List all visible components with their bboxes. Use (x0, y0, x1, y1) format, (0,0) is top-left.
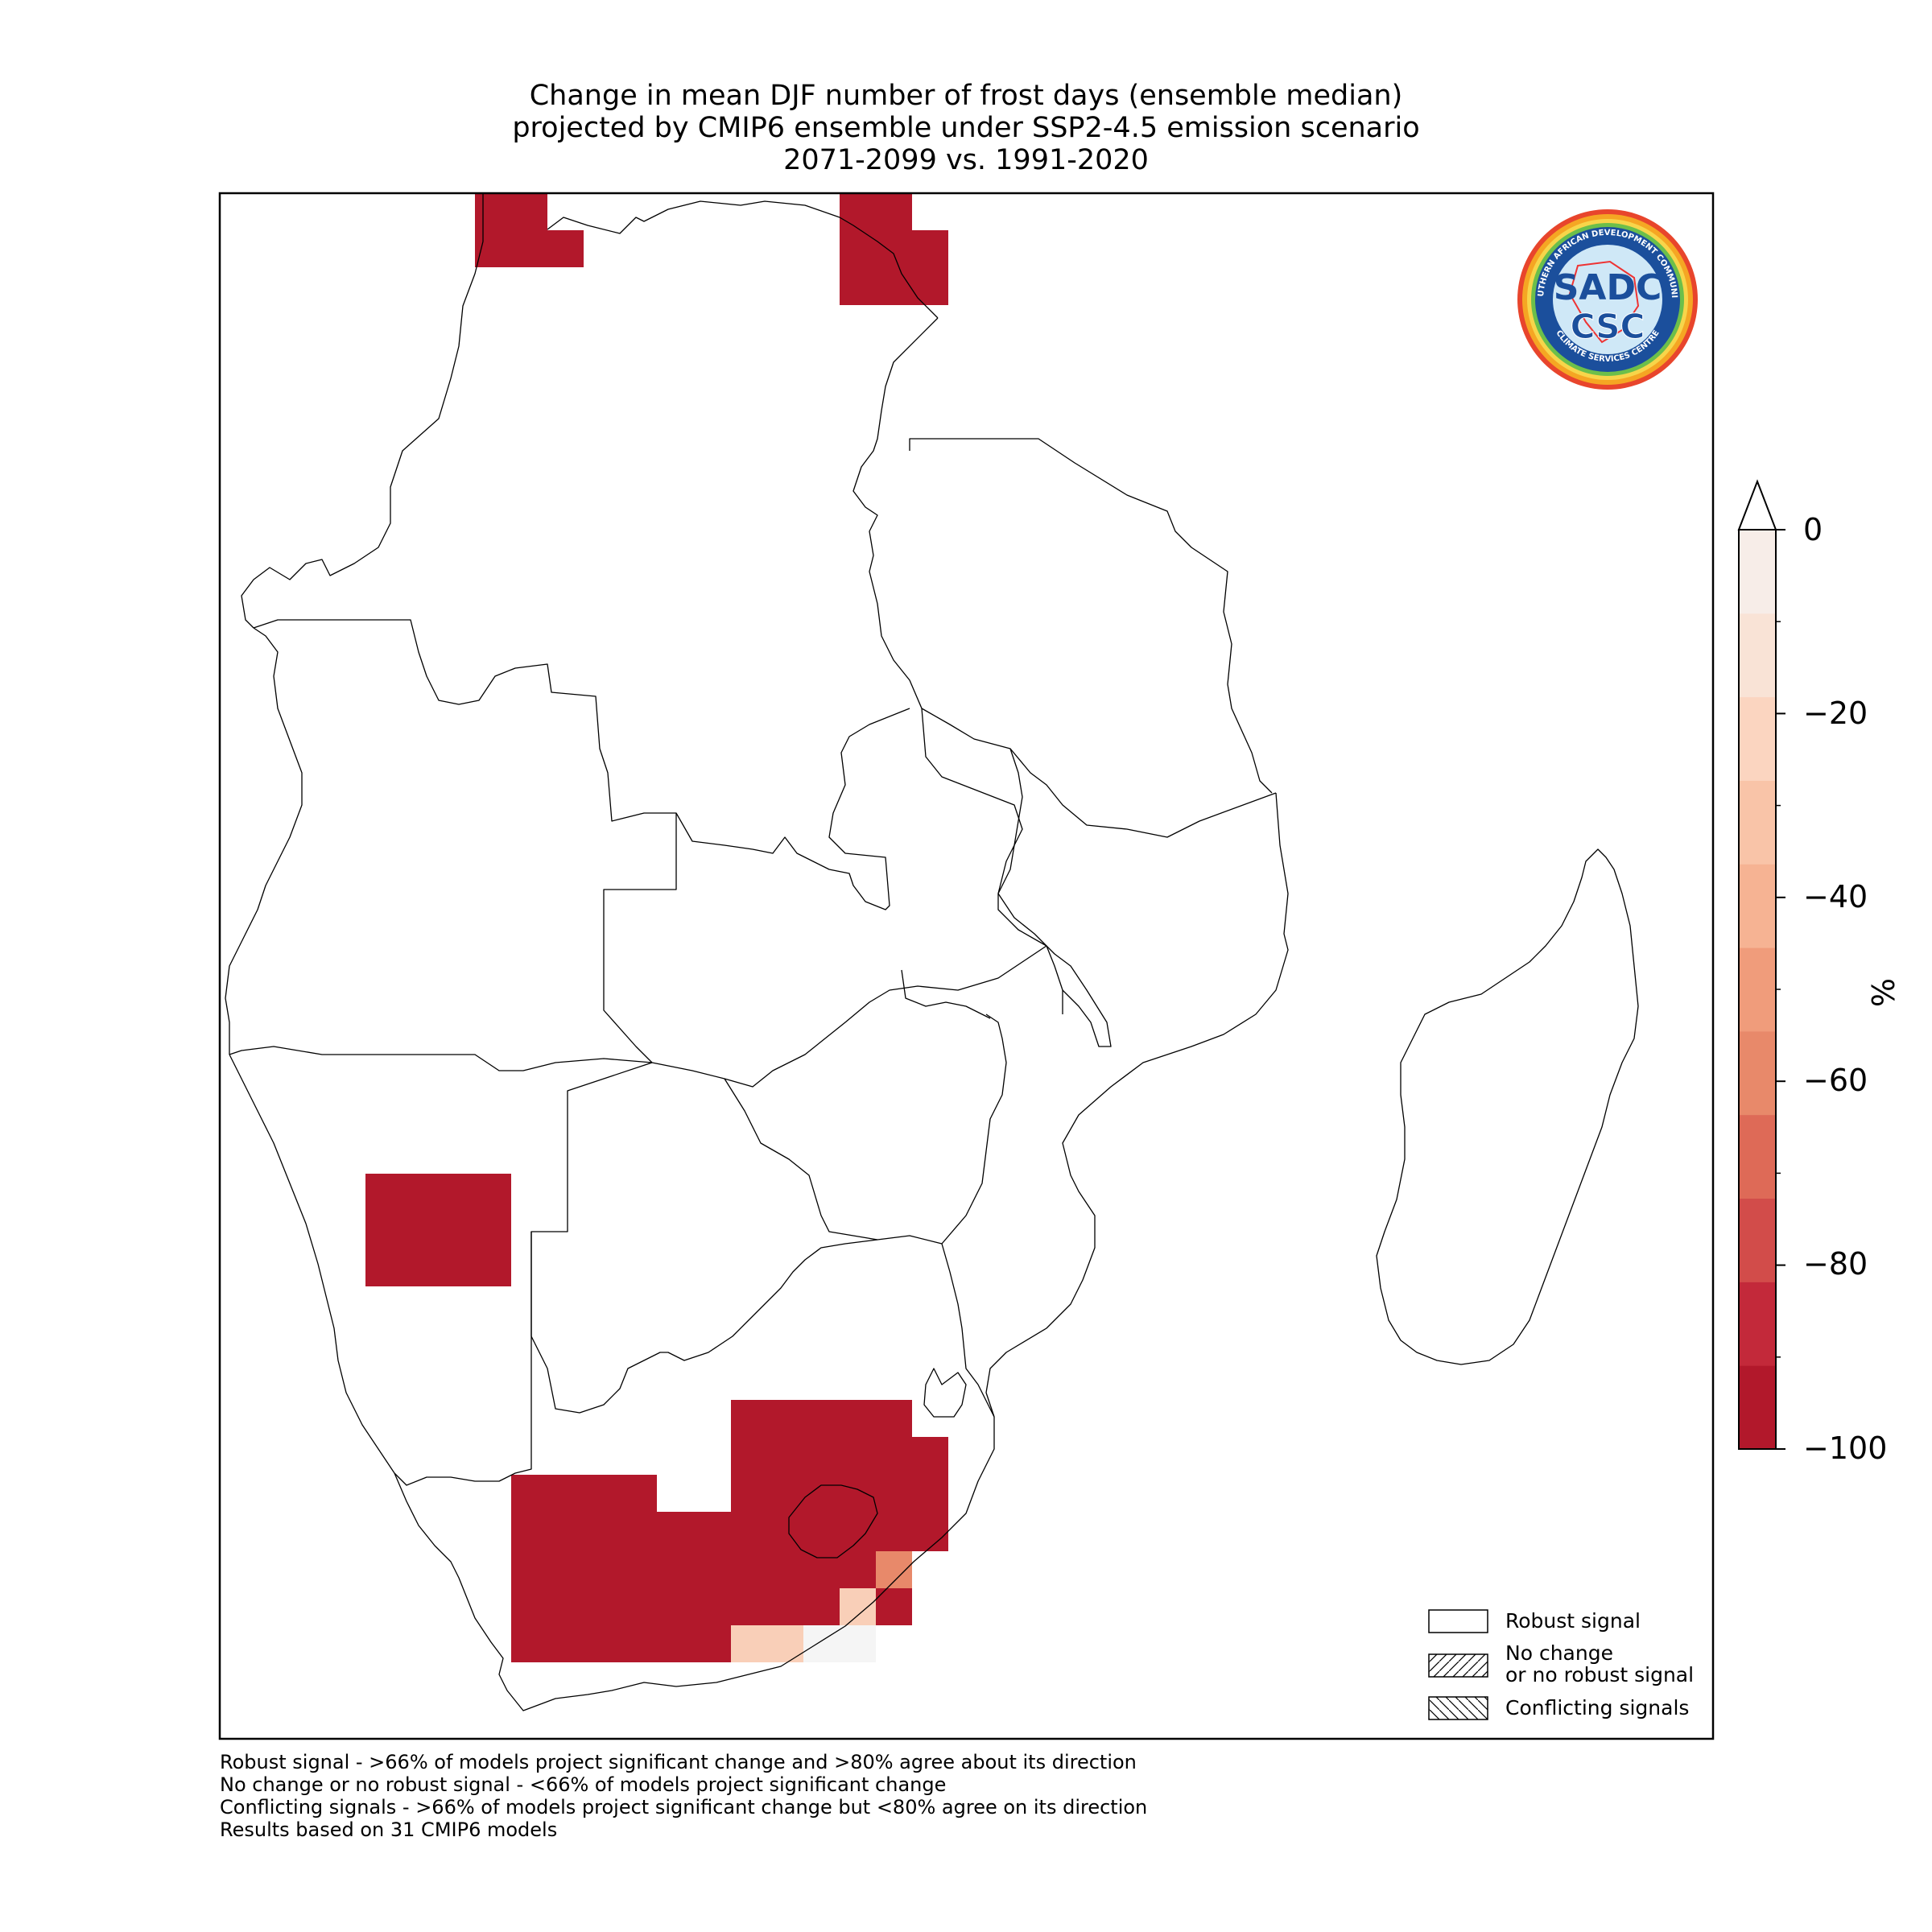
signal-legend (1428, 1609, 1488, 1720)
country-borders (225, 193, 1639, 1711)
footnote-no-change: No change or no robust signal - <66% of … (220, 1773, 947, 1796)
border-malawi (997, 748, 1112, 1047)
colorbar-unit: % (1864, 978, 1900, 1008)
colorbar-segment (1739, 530, 1776, 614)
coast-mozambique (985, 792, 1289, 1418)
footnote-conflicting: Conflicting signals - >66% of models pro… (220, 1796, 1148, 1818)
border-zambia-east (921, 708, 1063, 1014)
legend-label-no-change-1: No change (1505, 1641, 1613, 1665)
logo-main-2: CSC (1571, 307, 1645, 346)
colorbar-segment (1739, 864, 1776, 948)
legend-box-robust (1428, 1609, 1488, 1633)
colorbar-segment (1739, 780, 1776, 865)
grid-cell (511, 1588, 840, 1625)
colorbar-segment (1739, 1114, 1776, 1199)
colorbar-segment (1739, 613, 1776, 698)
grid-cell (840, 230, 948, 305)
border-zimbabwe (724, 1013, 1007, 1245)
logo-ring-top: SOUTHERN AFRICAN DEVELOPMENT COMMUNITY (0, 0, 1678, 298)
legend-box-no-change (1428, 1653, 1488, 1678)
colorbar-tick-1: −20 (1803, 696, 1868, 731)
logo-main-1: SADC (1554, 267, 1662, 308)
border-angola-drc (253, 619, 910, 910)
grid-cell (840, 1588, 876, 1625)
colorbar (1737, 479, 1785, 1450)
colorbar-segment (1739, 1030, 1776, 1116)
colorbar-extend-arrow (1737, 479, 1777, 530)
grid-cells (365, 193, 948, 1662)
border-zambia-mozambique (901, 969, 991, 1019)
border-namibia-sa (394, 1232, 532, 1486)
colorbar-segment (1739, 1198, 1776, 1282)
madagascar (1376, 848, 1639, 1365)
legend-label-robust: Robust signal (1505, 1609, 1641, 1633)
grid-cell (803, 1625, 876, 1662)
border-tanzania (909, 438, 1273, 794)
grid-cell (840, 193, 912, 230)
grid-cell (731, 1400, 912, 1437)
grid-cell (731, 1625, 803, 1662)
footnote-robust: Robust signal - >66% of models project s… (220, 1751, 1137, 1773)
grid-cell (475, 193, 547, 230)
grid-cell (365, 1174, 511, 1286)
border-lesotho (788, 1484, 878, 1558)
map-title-line-1: Change in mean DJF number of frost days … (529, 80, 1403, 112)
colorbar-tick-0: 0 (1803, 512, 1823, 547)
border-botswana (530, 1062, 878, 1414)
grid-cells-light (731, 1551, 912, 1662)
border-drc-east (852, 317, 939, 709)
map-frame (218, 192, 1715, 1740)
map-title-line-3: 2071-2099 vs. 1991-2020 (783, 144, 1149, 176)
grid-cell (511, 1551, 876, 1588)
colorbar-segment (1739, 696, 1776, 781)
svg-text:SOUTHERN AFRICAN DEVELOPMENT C: SOUTHERN AFRICAN DEVELOPMENT COMMUNITY (0, 0, 1678, 298)
colorbar-tick-4: −80 (1803, 1246, 1868, 1282)
grid-cell (511, 1625, 731, 1662)
border-north (547, 200, 939, 319)
colorbar-segment (1739, 1365, 1776, 1450)
colorbar-tick-3: −60 (1803, 1063, 1868, 1098)
grid-cell (511, 1475, 657, 1512)
border-zambia-south (651, 945, 1047, 1088)
border-tanzania-south (921, 708, 1277, 838)
legend-label-no-change-2: or no robust signal (1505, 1663, 1695, 1686)
coastline-west-north (241, 193, 484, 629)
colorbar-segment (1739, 947, 1776, 1032)
coast-angola (225, 627, 303, 1055)
coast-namibia (229, 1054, 395, 1474)
grid-cell (511, 1512, 948, 1551)
legend-box-conflicting (1428, 1696, 1488, 1720)
legend-label-conflicting: Conflicting signals (1505, 1696, 1690, 1719)
colorbar-tick-5: −100 (1803, 1430, 1888, 1466)
map-title-line-2: projected by CMIP6 ensemble under SSP2-4… (512, 112, 1420, 144)
colorbar-tick-2: −40 (1803, 879, 1868, 914)
grid-cell (876, 1551, 912, 1588)
footnote-models: Results based on 31 CMIP6 models (220, 1818, 558, 1841)
border-angola-namibia (229, 1046, 653, 1071)
colorbar-segment (1739, 1282, 1776, 1366)
grid-cell (876, 1588, 912, 1625)
border-eswatini (923, 1368, 967, 1418)
coast-southafrica-east (394, 1417, 995, 1711)
border-sa-mozambique (941, 1243, 995, 1418)
border-angola-zambia (603, 813, 677, 1063)
grid-cell (475, 230, 584, 267)
